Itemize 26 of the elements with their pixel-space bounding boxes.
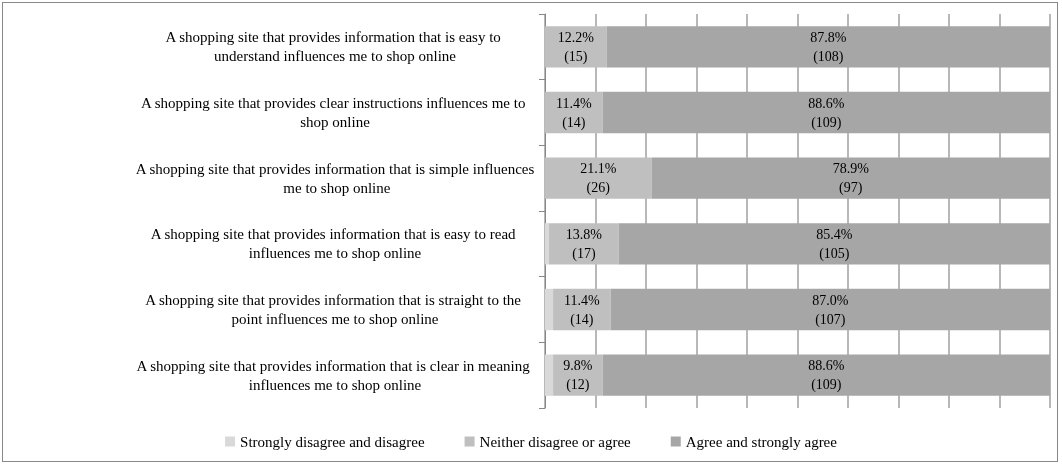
data-label: 21.1% (26) (580, 161, 617, 197)
bar (545, 157, 652, 199)
bar (545, 354, 554, 396)
data-label: 88.6% (109) (808, 358, 845, 394)
data-label: 9.8% (12) (563, 358, 593, 394)
data-label: 13.8% (17) (565, 226, 603, 262)
data-label: 85.4% (105) (816, 226, 853, 262)
legend-label: Agree and strongly agree (685, 433, 838, 450)
y-tick-label: A shopping site that provides information that is easy to read influences me to shop online (150, 226, 520, 262)
legend-label: Neither disagree or agree (479, 433, 632, 450)
bar (549, 223, 619, 265)
data-label: 87.8% (108) (810, 29, 847, 65)
y-tick-label: A shopping site that provides information that is easy to understand influences me to shop online (165, 29, 505, 65)
data-label: 88.6% (109) (808, 95, 845, 131)
y-tick-label: A shopping site that provides information that is clear in meaning influences me to shop online (136, 357, 534, 393)
bar (545, 288, 554, 331)
legend-label: Strongly disagree and disagree (240, 433, 425, 450)
data-label: 12.2% (15) (557, 29, 595, 65)
y-tick-label: A shopping site that provides information that is simple influences me to shop online (135, 160, 535, 196)
data-label: 78.9% (97) (832, 161, 870, 197)
bar (545, 223, 550, 265)
y-tick-label: A shopping site that provides information that is straight to the point influences me to shop online (145, 292, 525, 327)
data-label: 87.0% (107) (812, 292, 849, 328)
data-label: 11.4% (14) (555, 95, 592, 131)
y-tick-label: A shopping site that provides clear instructions influences me to shop online (140, 95, 530, 130)
data-label: 11.4% (14) (564, 292, 601, 328)
